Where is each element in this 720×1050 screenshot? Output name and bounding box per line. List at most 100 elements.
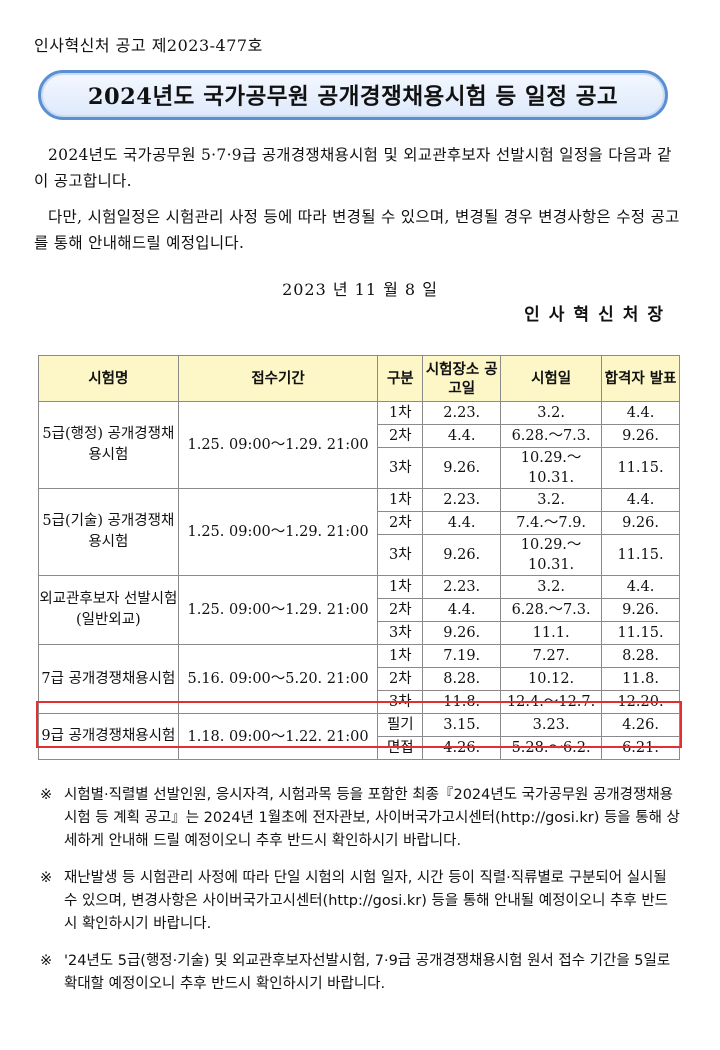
table-row: 3차 9.26. 10.29.～10.31. 11.15.: [39, 447, 680, 489]
exam-date-cell: 3.2.: [500, 401, 603, 425]
result-cell: 4.26.: [601, 713, 680, 737]
result-cell: 12.20.: [601, 690, 680, 714]
venue-notice-cell: 8.28.: [422, 667, 502, 691]
table-row: 2차 4.4. 6.28.～7.3. 9.26.: [39, 598, 680, 622]
exam-date-cell: 3.2.: [500, 488, 603, 512]
application-period-cell: 1.25. 09:00～1.29. 21:00: [177, 575, 379, 645]
table-row: 7급 공개경쟁채용시험 5.16. 09:00～5.20. 21:00 1차 7.19…: [38, 644, 680, 714]
announcement-date: 2023 년 11 월 8 일: [282, 280, 438, 299]
exam-date-cell: 10.12.: [500, 667, 603, 691]
note-item: ※ 재난발생 등 시험관리 사정에 따라 단일 시험의 시험 일자, 시간 등이…: [40, 867, 680, 936]
note-text: 재난발생 등 시험관리 사정에 따라 단일 시험의 시험 일자, 시간 등이 직…: [64, 870, 669, 932]
note-text: 시험별·직렬별 선발인원, 응시자격, 시험과목 등을 포함한 최종『2024년…: [64, 787, 680, 849]
exam-date-cell: 3.23.: [500, 713, 603, 737]
exam-date-cell: 10.29.～10.31.: [500, 447, 603, 489]
header-result: 합격자 발표: [601, 355, 680, 402]
header-stage: 구분: [377, 355, 424, 402]
stage-cell: 필기: [377, 713, 424, 737]
stage-cell: 3차: [377, 534, 424, 576]
venue-notice-cell: 4.4.: [422, 424, 502, 448]
stage-cell: 2차: [377, 667, 424, 691]
result-cell: 8.28.: [601, 644, 680, 668]
note-mark: ※: [40, 870, 53, 886]
exam-date-cell: 3.2.: [500, 575, 603, 599]
exam-name-cell: 9급 공개경쟁채용시험: [38, 713, 179, 760]
signer: 인사혁신처장: [524, 305, 672, 325]
table-row: 5급(기술) 공개경쟁채용시험 1.25. 09:00～1.29. 21:00 1차…: [38, 488, 680, 576]
result-cell: 6.21.: [601, 736, 680, 760]
venue-notice-cell: 4.26.: [422, 736, 502, 760]
stage-cell: 면접: [377, 736, 424, 760]
header-application-period: 접수기간: [177, 355, 379, 402]
venue-notice-cell: 2.23.: [422, 575, 502, 599]
application-period-cell: 1.25. 09:00～1.29. 21:00: [177, 488, 379, 576]
result-cell: 11.8.: [601, 667, 680, 691]
title-banner: 2024년도 국가공무원 공개경쟁채용시험 등 일정 공고: [38, 70, 668, 120]
result-cell: 9.26.: [601, 424, 680, 448]
table-header-row: 시험명 접수기간 구분 시험장소 공고일 시험일 합격자 발표: [38, 355, 680, 402]
note-mark: ※: [40, 953, 53, 969]
stage-cell: 2차: [377, 598, 424, 622]
note-item: ※ 시험별·직렬별 선발인원, 응시자격, 시험과목 등을 포함한 최종『202…: [40, 784, 680, 853]
exam-date-cell: 11.1.: [500, 621, 603, 645]
table-row: 2차 8.28. 10.12. 11.8.: [39, 667, 680, 691]
intro-paragraph: 2024년도 국가공무원 5·7·9급 공개경쟁채용시험 및 외교관후보자 선발…: [34, 146, 672, 190]
stage-cell: 1차: [377, 401, 424, 425]
exam-name-cell: 5급(행정) 공개경쟁채용시험: [38, 401, 179, 489]
exam-date-cell: 7.27.: [500, 644, 603, 668]
result-cell: 4.4.: [601, 401, 680, 425]
change-notice-paragraph: 다만, 시험일정은 시험관리 사정 등에 따라 변경될 수 있으며, 변경될 경…: [34, 208, 680, 252]
stage-cell: 1차: [377, 575, 424, 599]
stage-cell: 2차: [377, 424, 424, 448]
application-period-cell: 1.25. 09:00～1.29. 21:00: [177, 401, 379, 489]
venue-notice-cell: 7.19.: [422, 644, 502, 668]
exam-date-cell: 5.28.～6.2.: [500, 736, 603, 760]
result-cell: 11.15.: [601, 621, 680, 645]
result-cell: 11.15.: [601, 534, 680, 576]
venue-notice-cell: 3.15.: [422, 713, 502, 737]
table-row: 9급 공개경쟁채용시험 1.18. 09:00～1.22. 21:00 필기 3.15…: [38, 713, 680, 760]
result-cell: 9.26.: [601, 598, 680, 622]
stage-cell: 3차: [377, 621, 424, 645]
note-mark: ※: [40, 787, 53, 803]
result-cell: 4.4.: [601, 575, 680, 599]
stage-cell: 1차: [377, 644, 424, 668]
venue-notice-cell: 2.23.: [422, 488, 502, 512]
exam-date-cell: 6.28.～7.3.: [500, 598, 603, 622]
result-cell: 4.4.: [601, 488, 680, 512]
table-row: 면접 4.26. 5.28.～6.2. 6.21.: [39, 736, 680, 760]
result-cell: 9.26.: [601, 511, 680, 535]
venue-notice-cell: 9.26.: [422, 534, 502, 576]
application-period-cell: 1.18. 09:00～1.22. 21:00: [177, 713, 379, 760]
header-exam-date: 시험일: [500, 355, 603, 402]
exam-name-cell: 5급(기술) 공개경쟁채용시험: [38, 488, 179, 576]
table-row: 5급(행정) 공개경쟁채용시험 1.25. 09:00～1.29. 21:00 1차…: [38, 401, 680, 489]
header-exam-name: 시험명: [38, 355, 179, 402]
exam-date-cell: 6.28.～7.3.: [500, 424, 603, 448]
exam-name-cell: 7급 공개경쟁채용시험: [38, 644, 179, 714]
result-cell: 11.15.: [601, 447, 680, 489]
stage-cell: 3차: [377, 447, 424, 489]
header-venue-notice: 시험장소 공고일: [422, 355, 502, 402]
table-row: 2차 4.4. 6.28.～7.3. 9.26.: [39, 424, 680, 448]
stage-cell: 3차: [377, 690, 424, 714]
note-item: ※ '24년도 5급(행정·기술) 및 외교관후보자선발시험, 7·9급 공개경…: [40, 950, 680, 996]
exam-schedule-table: 시험명 접수기간 구분 시험장소 공고일 시험일 합격자 발표 5급(행정) 공…: [38, 355, 680, 760]
venue-notice-cell: 11.8.: [422, 690, 502, 714]
venue-notice-cell: 4.4.: [422, 598, 502, 622]
exam-name-cell: 외교관후보자 선발시험 (일반외교): [38, 575, 179, 645]
note-text: '24년도 5급(행정·기술) 및 외교관후보자선발시험, 7·9급 공개경쟁채…: [64, 953, 671, 992]
exam-date-cell: 10.29.～10.31.: [500, 534, 603, 576]
table-row: 외교관후보자 선발시험 (일반외교) 1.25. 09:00～1.29. 21:0…: [38, 575, 680, 645]
exam-date-cell: 7.4.～7.9.: [500, 511, 603, 535]
venue-notice-cell: 9.26.: [422, 447, 502, 489]
venue-notice-cell: 4.4.: [422, 511, 502, 535]
notes-section: ※ 시험별·직렬별 선발인원, 응시자격, 시험과목 등을 포함한 최종『202…: [40, 784, 680, 1010]
notice-number: 인사혁신처 공고 제2023-477호: [34, 36, 263, 55]
page-title: 2024년도 국가공무원 공개경쟁채용시험 등 일정 공고: [87, 84, 619, 110]
application-period-cell: 5.16. 09:00～5.20. 21:00: [177, 644, 379, 714]
stage-cell: 2차: [377, 511, 424, 535]
exam-date-cell: 12.4.～12.7.: [500, 690, 603, 714]
venue-notice-cell: 9.26.: [422, 621, 502, 645]
venue-notice-cell: 2.23.: [422, 401, 502, 425]
